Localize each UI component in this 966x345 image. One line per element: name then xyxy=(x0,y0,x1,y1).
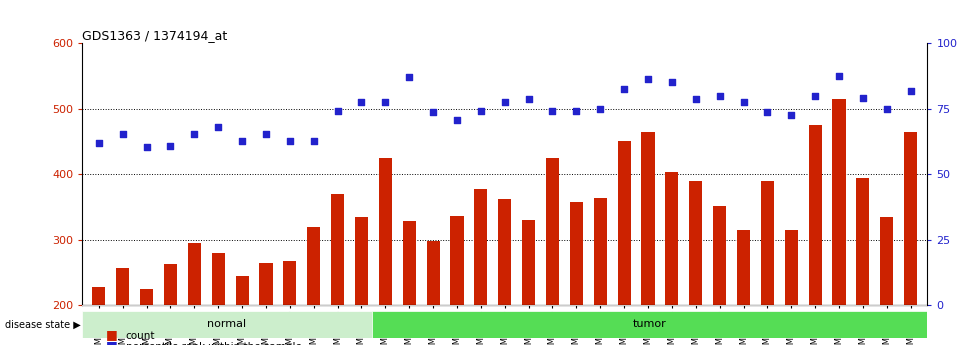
Point xyxy=(235,139,250,144)
Bar xyxy=(641,131,655,345)
Bar xyxy=(856,177,869,345)
Bar xyxy=(260,263,272,345)
Text: tumor: tumor xyxy=(633,319,667,329)
Point xyxy=(402,74,417,79)
Bar xyxy=(761,181,774,345)
Point xyxy=(115,131,130,136)
Bar xyxy=(713,206,726,345)
Bar xyxy=(331,194,344,345)
Bar xyxy=(116,268,129,345)
Bar xyxy=(809,125,822,345)
Point xyxy=(329,108,345,114)
Bar xyxy=(546,158,559,345)
Bar xyxy=(617,141,631,345)
Point xyxy=(139,144,155,149)
Point xyxy=(783,112,799,118)
Text: normal: normal xyxy=(208,319,246,329)
Bar xyxy=(307,227,321,345)
Bar xyxy=(570,203,582,345)
Bar xyxy=(594,198,607,345)
Text: count: count xyxy=(126,331,156,341)
Point xyxy=(211,124,226,130)
Bar xyxy=(880,217,894,345)
Point xyxy=(306,139,322,144)
Point xyxy=(282,139,298,144)
Point xyxy=(162,143,178,149)
Bar xyxy=(784,230,798,345)
Text: GDS1363 / 1374194_at: GDS1363 / 1374194_at xyxy=(82,29,227,42)
Bar xyxy=(187,243,201,345)
Bar xyxy=(833,99,845,345)
Point xyxy=(497,99,513,105)
Point xyxy=(521,96,536,101)
Point xyxy=(665,80,680,85)
Bar xyxy=(93,287,105,345)
Text: ■: ■ xyxy=(106,328,118,341)
Point xyxy=(545,108,560,114)
Point xyxy=(640,77,656,82)
Point xyxy=(354,99,369,105)
Bar xyxy=(403,221,415,345)
Point xyxy=(258,131,273,136)
Bar xyxy=(82,310,372,338)
Text: disease state ▶: disease state ▶ xyxy=(5,319,80,329)
Bar xyxy=(904,131,917,345)
Bar xyxy=(689,181,702,345)
Bar xyxy=(372,310,927,338)
Bar xyxy=(522,220,535,345)
Point xyxy=(186,131,202,136)
Point xyxy=(616,86,632,92)
Point xyxy=(569,108,584,114)
Point xyxy=(473,108,489,114)
Bar xyxy=(474,189,488,345)
Point xyxy=(808,93,823,98)
Point xyxy=(832,73,847,79)
Point xyxy=(425,109,440,115)
Bar xyxy=(450,216,464,345)
Bar xyxy=(212,253,225,345)
Bar xyxy=(140,289,154,345)
Bar xyxy=(355,217,368,345)
Bar xyxy=(737,230,750,345)
Bar xyxy=(379,158,392,345)
Text: ■: ■ xyxy=(106,339,118,345)
Bar xyxy=(498,199,511,345)
Point xyxy=(736,99,752,105)
Point xyxy=(449,118,465,123)
Point xyxy=(712,93,727,98)
Point xyxy=(759,109,775,115)
Bar xyxy=(236,276,248,345)
Bar xyxy=(164,264,177,345)
Point xyxy=(688,96,703,101)
Point xyxy=(91,141,106,146)
Point xyxy=(378,99,393,105)
Point xyxy=(592,106,608,111)
Point xyxy=(855,95,870,100)
Text: percentile rank within the sample: percentile rank within the sample xyxy=(126,342,301,345)
Bar xyxy=(427,241,440,345)
Point xyxy=(879,106,895,111)
Bar xyxy=(666,172,678,345)
Bar xyxy=(283,261,297,345)
Point xyxy=(903,88,919,94)
